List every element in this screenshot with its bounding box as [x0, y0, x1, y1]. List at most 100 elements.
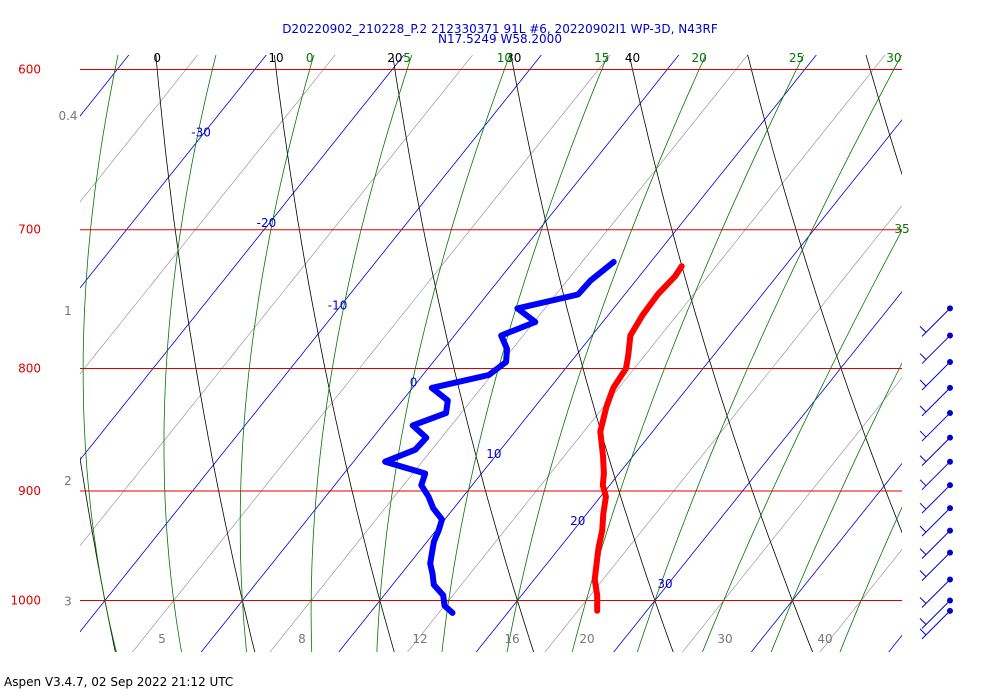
dry-adiabat-line [865, 55, 902, 176]
moist-adiabat-label: 5 [403, 51, 411, 65]
moist-adiabat-line [702, 229, 902, 652]
mixing-ratio-tick-label: 12 [412, 632, 427, 646]
height-tick-label: 1 [64, 304, 72, 318]
moist-adiabat-line [571, 55, 805, 652]
moist-adiabat-label: 25 [789, 51, 804, 65]
mixing-ratio-tick-label: 30 [717, 632, 732, 646]
dry-adiabat-line [155, 55, 256, 652]
moist-adiabat-label: 10 [497, 51, 512, 65]
mixing-ratio-line [269, 55, 748, 652]
moist-adiabat-label: 30 [886, 51, 901, 65]
isotherm-label: 30 [657, 577, 672, 591]
mixing-ratio-line [132, 55, 611, 652]
isotherm-line [200, 55, 680, 652]
wind-barb [919, 384, 953, 417]
mixing-ratio-tick-label: 16 [504, 632, 519, 646]
moist-adiabat-line [310, 55, 413, 652]
chart-title-line1: D20220902_210228_P.2 212330371 91L #6, 2… [282, 22, 718, 36]
moist-adiabat-line [163, 55, 217, 652]
isotherm-line [750, 462, 902, 652]
isotherm-line [80, 55, 405, 461]
mixing-ratio-line [682, 377, 902, 652]
dry-adiabat-label: 0 [153, 51, 161, 65]
dewpoint-profile [382, 258, 617, 616]
mixing-ratio-line [80, 55, 473, 547]
moist-adiabat-line [82, 55, 119, 652]
isotherm-label: -20 [257, 216, 277, 230]
wind-barb [919, 527, 953, 559]
isotherm-label: -10 [328, 299, 348, 313]
wind-barb [919, 482, 953, 514]
footer-version-timestamp: Aspen V3.4.7, 02 Sep 2022 21:12 UTC [4, 675, 234, 689]
dry-adiabat-label: 30 [506, 51, 521, 65]
mixing-ratio-tick-label: 8 [298, 632, 306, 646]
moist-adiabat-label: 35 [894, 222, 909, 236]
dry-adiabat-label: 20 [387, 51, 402, 65]
moist-adiabat-line [636, 55, 902, 652]
moist-adiabat-label: 0 [306, 51, 314, 65]
wind-barb [919, 576, 953, 608]
isobars [80, 69, 902, 601]
mixing-ratio-line [407, 55, 886, 652]
chart-title-line2: N17.5249 W58.2000 [438, 32, 562, 46]
pressure-tick-label: 900 [18, 484, 41, 498]
wind-barb [919, 434, 953, 467]
dry-adiabat-label: 40 [625, 51, 640, 65]
moist-adiabat-label: 15 [594, 51, 609, 65]
isotherm-line [338, 55, 817, 652]
height-tick-label: 0.4 [58, 109, 77, 123]
dry-adiabat-line [510, 55, 674, 652]
dry-adiabat-line [628, 55, 814, 652]
moist-adiabat-label: 20 [691, 51, 706, 65]
mixing-ratio-tick-label: 5 [158, 632, 166, 646]
dry-adiabat-line [80, 455, 116, 652]
pressure-tick-label: 700 [18, 223, 41, 237]
moist-adiabat-line [506, 55, 707, 652]
isotherm-line [80, 55, 267, 289]
wind-barb [919, 332, 953, 364]
wind-barb [919, 458, 953, 491]
grid-lines [0, 0, 1000, 661]
wind-barb [919, 597, 953, 629]
isotherm-label: 0 [410, 376, 418, 390]
mixing-ratio-line [0, 0, 106, 661]
pressure-tick-label: 800 [18, 362, 41, 376]
moist-adiabat-line [770, 362, 902, 652]
moist-adiabat-line [839, 506, 902, 652]
wind-barb [919, 305, 953, 337]
sounding-profiles [382, 258, 685, 616]
moist-adiabat-line [376, 55, 511, 652]
mixing-ratio-tick-label: 20 [579, 632, 594, 646]
mixing-ratio-line [819, 548, 902, 652]
mixing-ratio-tick-label: 40 [817, 632, 832, 646]
isotherm-line [0, 0, 37, 661]
dry-adiabat-line [747, 55, 902, 534]
dry-adiabat-label: 10 [268, 51, 283, 65]
dry-adiabat-line [273, 55, 395, 652]
temperature-profile [591, 263, 685, 614]
wind-barb [919, 607, 953, 640]
wind-barb [919, 549, 953, 581]
height-tick-label: 2 [64, 474, 72, 488]
height-tick-label: 3 [64, 595, 72, 609]
dry-adiabat-line [967, 0, 1000, 661]
wind-barb [919, 410, 953, 442]
isotherm-label: -30 [191, 126, 211, 140]
mixing-ratio-line [950, 0, 1000, 661]
wind-barb [919, 505, 953, 537]
isotherm-label: 20 [570, 514, 585, 528]
mixing-ratio-line [544, 205, 902, 652]
moist-adiabat-line [239, 55, 315, 652]
isotherm-line [80, 55, 130, 117]
isotherm-line [80, 55, 542, 633]
pressure-tick-label: 1000 [10, 594, 41, 608]
isotherm-line [613, 290, 902, 652]
wind-barb [919, 359, 953, 391]
moist-adiabat-line [441, 55, 609, 652]
isotherm-label: 10 [486, 447, 501, 461]
isotherm-line [475, 119, 902, 652]
mixing-ratio-line [80, 55, 198, 203]
mixing-ratio-line [80, 55, 336, 375]
